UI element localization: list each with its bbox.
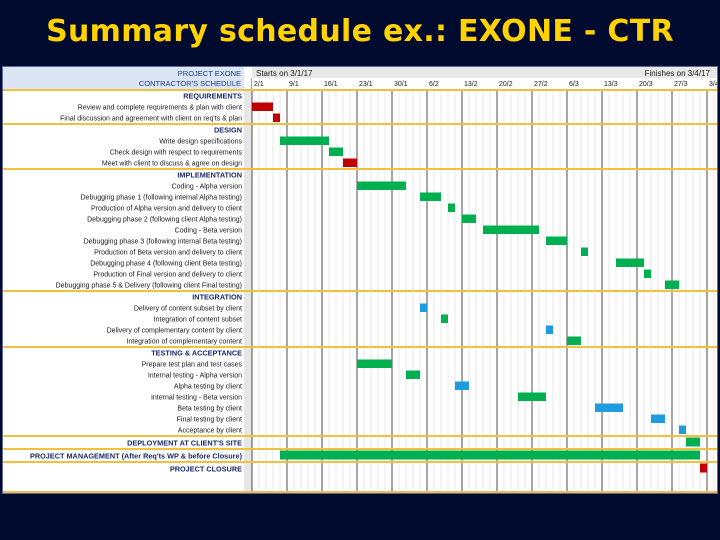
section-label: TESTING & ACCEPTANCE [151, 349, 242, 358]
header-starts: Starts on 3/1/17 [256, 69, 313, 78]
task-label: Final testing by client [177, 417, 242, 424]
date-label: 23/1 [359, 81, 373, 88]
task-label: Production of Final version and delivery… [93, 272, 242, 279]
date-label: 6/2 [429, 81, 439, 88]
section-label: DEPLOYMENT AT CLIENT'S SITE [127, 439, 242, 448]
task-bar [357, 359, 392, 368]
task-bar [567, 336, 581, 345]
date-label: 16/1 [324, 81, 338, 88]
section-label: PROJECT CLOSURE [170, 465, 242, 474]
chart-header: PROJECT EXONE CONTRACTOR'S SCHEDULE Star… [3, 67, 717, 89]
header-label-bg [3, 67, 244, 89]
date-label: 27/3 [674, 81, 688, 88]
task-label: Debugging phase 4 (following client Beta… [90, 261, 242, 268]
section-separator [3, 290, 717, 292]
section-separator [3, 435, 717, 437]
task-bar [343, 158, 357, 167]
task-bar [252, 102, 273, 111]
date-label: 3/4 [709, 81, 717, 88]
task-bar [448, 203, 455, 212]
date-label: 6/3 [569, 81, 579, 88]
task-label: Alpha testing by client [174, 384, 242, 391]
gantt-chart-frame: PROJECT EXONE CONTRACTOR'S SCHEDULE Star… [2, 66, 718, 494]
date-label: 30/1 [394, 81, 408, 88]
task-bar [546, 325, 553, 334]
task-label: Delivery of content subset by client [134, 306, 242, 313]
date-label: 13/2 [464, 81, 478, 88]
date-label: 20/3 [639, 81, 653, 88]
date-label: 9/1 [289, 81, 299, 88]
task-bar [665, 280, 679, 289]
task-bar [280, 136, 329, 145]
bottom-separator [3, 491, 717, 493]
task-label: Delivery of complementary content by cli… [107, 328, 242, 335]
task-bar [616, 258, 644, 267]
task-label: Production of Beta version and delivery … [94, 250, 242, 257]
section-label: INTEGRATION [192, 293, 242, 302]
header-project: PROJECT EXONE [178, 69, 241, 78]
date-label: 2/1 [254, 81, 264, 88]
task-bar [518, 392, 546, 401]
task-bar [651, 414, 665, 423]
section-separator [3, 123, 717, 125]
task-label: Debugging phase 2 (following client Alph… [87, 217, 242, 224]
date-label: 20/2 [499, 81, 513, 88]
section-separator [3, 89, 717, 91]
section-label: IMPLEMENTATION [177, 171, 242, 180]
task-bar [406, 370, 420, 379]
task-bar [483, 225, 539, 234]
task-bar [441, 314, 448, 323]
task-bar [581, 247, 588, 256]
task-label: Internal testing - Alpha version [148, 373, 242, 380]
task-bar [462, 214, 476, 223]
section-bar [700, 463, 707, 473]
task-label: Coding - Alpha version [172, 184, 243, 191]
task-label: Check design with respect to requirement… [110, 150, 243, 157]
task-bar [455, 381, 469, 390]
section-separator [3, 448, 717, 450]
task-label: Debugging phase 3 (following internal Be… [84, 239, 242, 246]
task-rows: REQUIREMENTS Review and complete requirem… [3, 89, 717, 493]
section-label: REQUIREMENTS [183, 92, 242, 101]
task-label: Acceptance by client [178, 428, 242, 435]
section-bar [686, 437, 700, 447]
date-label: 13/3 [604, 81, 618, 88]
header-schedule: CONTRACTOR'S SCHEDULE [139, 79, 241, 88]
task-label: Debugging phase 5 & Delivery (following … [56, 283, 242, 290]
task-bars [252, 102, 707, 473]
task-bar [329, 147, 343, 156]
task-bar [644, 269, 651, 278]
date-label: 27/2 [534, 81, 548, 88]
task-bar [357, 181, 406, 190]
task-label: Internal testing - Beta version [151, 395, 242, 402]
section-label: PROJECT MANAGEMENT (After Req'ts WP & be… [30, 452, 243, 461]
header-date-band [252, 67, 717, 78]
task-bar [420, 192, 441, 201]
section-label: DESIGN [214, 126, 242, 135]
task-label: Coding - Beta version [175, 228, 242, 235]
section-separator [3, 168, 717, 170]
task-label: Final discussion and agreement with clie… [60, 116, 242, 123]
task-label: Beta testing by client [177, 406, 242, 413]
task-label: Integration of complementary content [126, 339, 242, 346]
task-label: Debugging phase 1 (following internal Al… [81, 195, 243, 202]
task-label: Production of Alpha version and delivery… [91, 206, 242, 213]
task-label: Meet with client to discuss & agree on d… [102, 161, 242, 168]
section-separator [3, 461, 717, 463]
task-bar [546, 236, 567, 245]
slide-title: Summary schedule ex.: EXONE - CTR [46, 14, 674, 49]
task-bar [273, 113, 280, 122]
section-bar [280, 450, 700, 460]
task-label: Write design specifications [159, 139, 242, 146]
date-labels: 2/1 9/1 16/1 23/1 30/1 6/2 13/2 20/2 27/2 6/3 13/3… [254, 81, 717, 88]
task-label: Prepare test plan and test cases [142, 362, 243, 369]
task-bar [420, 303, 427, 312]
task-label: Review and complete requirements & plan … [78, 105, 242, 112]
task-label: Integration of content subset [154, 317, 242, 324]
task-bar [679, 425, 686, 434]
gantt-chart: PROJECT EXONE CONTRACTOR'S SCHEDULE Star… [3, 67, 717, 493]
section-separator [3, 346, 717, 348]
task-bar [595, 403, 623, 412]
header-finishes: Finishes on 3/4/17 [645, 69, 711, 78]
